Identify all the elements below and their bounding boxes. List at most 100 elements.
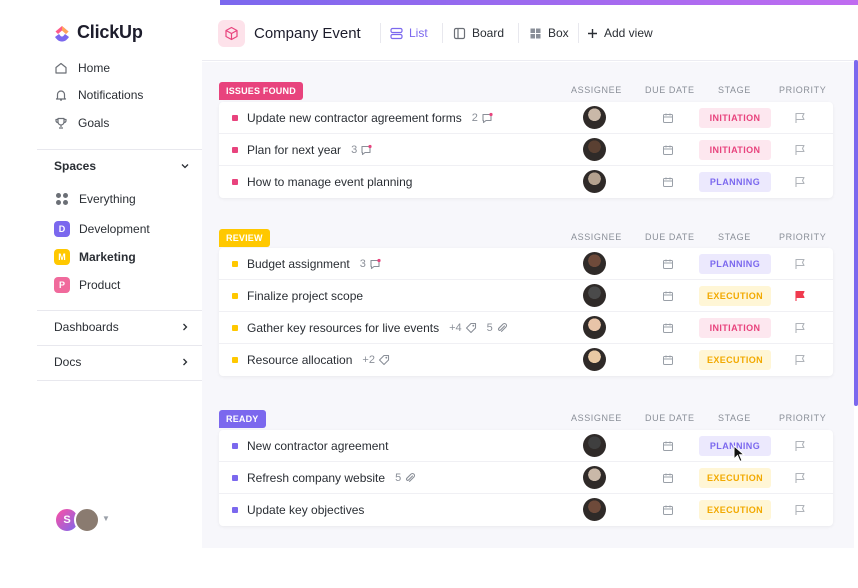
stage-badge[interactable]: EXECUTION bbox=[699, 500, 771, 520]
column-header-stage[interactable]: STAGE bbox=[718, 413, 751, 423]
task-meta[interactable]: +2 bbox=[362, 354, 390, 366]
flag-icon[interactable] bbox=[794, 354, 806, 366]
calendar-icon[interactable] bbox=[662, 290, 674, 302]
assignee-avatar[interactable] bbox=[583, 170, 606, 193]
flag-icon[interactable] bbox=[794, 504, 806, 516]
stage-badge[interactable]: INITIATION bbox=[699, 140, 771, 160]
task-row[interactable]: Resource allocation +2 EXECUTION bbox=[219, 344, 833, 376]
calendar-icon[interactable] bbox=[662, 440, 674, 452]
assignee-avatar[interactable] bbox=[583, 498, 606, 521]
status-bullet[interactable] bbox=[232, 507, 238, 513]
column-header-stage[interactable]: STAGE bbox=[718, 85, 751, 95]
column-header-due-date[interactable]: DUE DATE bbox=[645, 85, 695, 95]
task-row[interactable]: Refresh company website 5 EXECUTION bbox=[219, 462, 833, 494]
chevron-down-icon[interactable] bbox=[180, 161, 190, 171]
flag-icon[interactable] bbox=[794, 112, 806, 124]
task-name[interactable]: New contractor agreement bbox=[247, 439, 388, 453]
calendar-icon[interactable] bbox=[662, 144, 674, 156]
task-name[interactable]: How to manage event planning bbox=[247, 175, 412, 189]
task-row[interactable]: Plan for next year 3 INITIATION bbox=[219, 134, 833, 166]
space-development[interactable]: D Development bbox=[54, 221, 150, 237]
calendar-icon[interactable] bbox=[662, 354, 674, 366]
docs-link[interactable]: Docs bbox=[54, 355, 190, 369]
assignee-avatar[interactable] bbox=[583, 316, 606, 339]
calendar-icon[interactable] bbox=[662, 504, 674, 516]
task-name[interactable]: Gather key resources for live events +4 5 bbox=[247, 321, 508, 335]
task-row[interactable]: Update new contractor agreement forms 2 I… bbox=[219, 102, 833, 134]
group-label[interactable]: READY bbox=[219, 410, 266, 428]
column-header-stage[interactable]: STAGE bbox=[718, 232, 751, 242]
flag-icon[interactable] bbox=[794, 176, 806, 188]
calendar-icon[interactable] bbox=[662, 258, 674, 270]
task-name[interactable]: Plan for next year 3 bbox=[247, 143, 372, 157]
task-row[interactable]: Gather key resources for live events +4 5 … bbox=[219, 312, 833, 344]
status-bullet[interactable] bbox=[232, 261, 238, 267]
clickup-logo[interactable]: ClickUp bbox=[53, 22, 143, 43]
status-bullet[interactable] bbox=[232, 115, 238, 121]
assignee-avatar[interactable] bbox=[583, 138, 606, 161]
tab-box[interactable]: Box bbox=[529, 26, 569, 40]
assignee-avatar[interactable] bbox=[583, 434, 606, 457]
task-meta[interactable]: 5 bbox=[395, 472, 416, 484]
flag-icon[interactable] bbox=[794, 144, 806, 156]
task-row[interactable]: Update key objectives EXECUTION bbox=[219, 494, 833, 526]
flag-icon[interactable] bbox=[794, 290, 806, 302]
task-name[interactable]: Budget assignment 3 bbox=[247, 257, 381, 271]
space-everything[interactable]: Everything bbox=[54, 191, 136, 207]
stage-badge[interactable]: INITIATION bbox=[699, 318, 771, 338]
add-view-button[interactable]: Add view bbox=[587, 26, 653, 40]
flag-icon[interactable] bbox=[794, 258, 806, 270]
task-meta[interactable]: 2 bbox=[472, 112, 493, 124]
group-label[interactable]: ISSUES FOUND bbox=[219, 82, 303, 100]
group-label[interactable]: REVIEW bbox=[219, 229, 270, 247]
status-bullet[interactable] bbox=[232, 293, 238, 299]
column-header-due-date[interactable]: DUE DATE bbox=[645, 232, 695, 242]
task-row[interactable]: Budget assignment 3 PLANNING bbox=[219, 248, 833, 280]
column-header-assignee[interactable]: ASSIGNEE bbox=[571, 85, 622, 95]
stage-badge[interactable]: PLANNING bbox=[699, 436, 771, 456]
space-marketing[interactable]: M Marketing bbox=[54, 249, 136, 265]
status-bullet[interactable] bbox=[232, 443, 238, 449]
scrollbar[interactable] bbox=[854, 60, 858, 406]
task-name[interactable]: Resource allocation +2 bbox=[247, 353, 390, 367]
nav-goals[interactable]: Goals bbox=[54, 116, 109, 130]
status-bullet[interactable] bbox=[232, 475, 238, 481]
task-meta[interactable]: +4 bbox=[449, 322, 477, 334]
flag-icon[interactable] bbox=[794, 322, 806, 334]
column-header-priority[interactable]: PRIORITY bbox=[779, 413, 827, 423]
column-header-due-date[interactable]: DUE DATE bbox=[645, 413, 695, 423]
task-row[interactable]: How to manage event planning PLANNING bbox=[219, 166, 833, 198]
caret-down-icon[interactable]: ▼ bbox=[102, 514, 110, 523]
stage-badge[interactable]: PLANNING bbox=[699, 254, 771, 274]
task-name[interactable]: Refresh company website 5 bbox=[247, 471, 416, 485]
column-header-priority[interactable]: PRIORITY bbox=[779, 232, 827, 242]
assignee-avatar[interactable] bbox=[583, 106, 606, 129]
calendar-icon[interactable] bbox=[662, 472, 674, 484]
task-meta[interactable]: 3 bbox=[360, 258, 381, 270]
status-bullet[interactable] bbox=[232, 325, 238, 331]
flag-icon[interactable] bbox=[794, 440, 806, 452]
column-header-assignee[interactable]: ASSIGNEE bbox=[571, 413, 622, 423]
task-meta[interactable]: 3 bbox=[351, 144, 372, 156]
stage-badge[interactable]: PLANNING bbox=[699, 172, 771, 192]
assignee-avatar[interactable] bbox=[583, 252, 606, 275]
column-header-priority[interactable]: PRIORITY bbox=[779, 85, 827, 95]
flag-icon[interactable] bbox=[794, 472, 806, 484]
spaces-header[interactable]: Spaces bbox=[54, 159, 190, 173]
task-name[interactable]: Update new contractor agreement forms 2 bbox=[247, 111, 493, 125]
tab-board[interactable]: Board bbox=[453, 26, 504, 40]
space-product[interactable]: P Product bbox=[54, 277, 120, 293]
stage-badge[interactable]: INITIATION bbox=[699, 108, 771, 128]
assignee-avatar[interactable] bbox=[583, 284, 606, 307]
calendar-icon[interactable] bbox=[662, 176, 674, 188]
user-photo-avatar[interactable] bbox=[74, 507, 100, 533]
status-bullet[interactable] bbox=[232, 147, 238, 153]
calendar-icon[interactable] bbox=[662, 322, 674, 334]
task-name[interactable]: Update key objectives bbox=[247, 503, 364, 517]
status-bullet[interactable] bbox=[232, 357, 238, 363]
calendar-icon[interactable] bbox=[662, 112, 674, 124]
nav-notifications[interactable]: Notifications bbox=[54, 88, 143, 102]
task-name[interactable]: Finalize project scope bbox=[247, 289, 363, 303]
nav-home[interactable]: Home bbox=[54, 61, 110, 75]
stage-badge[interactable]: EXECUTION bbox=[699, 350, 771, 370]
